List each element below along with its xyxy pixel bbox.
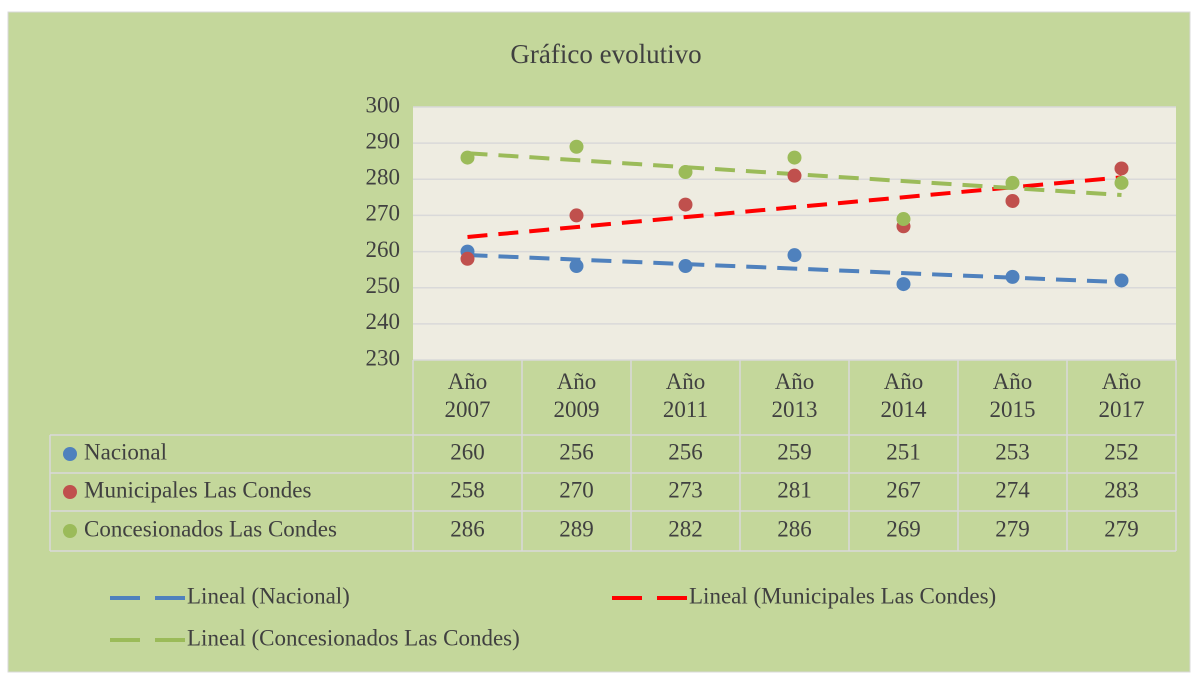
- legend-marker: [63, 524, 77, 538]
- legend-marker: [63, 485, 77, 499]
- marker: [1005, 193, 1020, 208]
- table-value: 273: [668, 477, 703, 502]
- chart-title: Gráfico evolutivo: [510, 39, 701, 69]
- table-value: 286: [450, 516, 485, 541]
- table-value: 286: [777, 516, 812, 541]
- table-value: 270: [559, 477, 594, 502]
- x-tick-label-box: Año 2014: [880, 369, 927, 422]
- marker: [569, 208, 584, 223]
- legend-label: Lineal (Municipales Las Condes): [689, 583, 996, 608]
- x-tick-label: Año 2015: [989, 369, 1036, 422]
- marker: [460, 150, 475, 165]
- x-tick-label-box: Año 2013: [771, 369, 818, 422]
- row-label: Municipales Las Condes: [84, 477, 311, 502]
- x-tick-label: Año 2009: [553, 369, 600, 422]
- y-tick-label: 270: [366, 201, 401, 226]
- marker: [569, 139, 584, 154]
- table-value: 256: [559, 439, 594, 464]
- y-tick-label: 300: [366, 92, 401, 117]
- x-tick-label: Año 2011: [662, 369, 709, 422]
- plot-area: [413, 107, 1176, 360]
- y-tick-label: 280: [366, 165, 401, 190]
- table-value: 252: [1104, 439, 1139, 464]
- row-label: Concesionados Las Condes: [84, 516, 337, 541]
- x-tick-label: Año 2013: [771, 369, 818, 422]
- marker: [1114, 175, 1129, 190]
- table-value: 253: [995, 439, 1030, 464]
- marker: [1114, 273, 1129, 288]
- marker: [678, 259, 693, 274]
- x-tick-label-box: Año 2007: [444, 369, 491, 422]
- x-tick-label-box: Año 2011: [662, 369, 709, 422]
- row-label: Nacional: [84, 439, 167, 464]
- table-value: 259: [777, 439, 812, 464]
- marker: [787, 150, 802, 165]
- marker: [1005, 269, 1020, 284]
- y-tick-label: 240: [366, 309, 401, 334]
- table-value: 281: [777, 477, 812, 502]
- x-tick-label-box: Año 2015: [989, 369, 1036, 422]
- y-tick-label: 290: [366, 128, 401, 153]
- table-value: 267: [886, 477, 921, 502]
- legend-label: Lineal (Nacional): [187, 583, 350, 608]
- legend-label: Lineal (Concesionados Las Condes): [187, 625, 520, 650]
- x-tick-label-box: Año 2009: [553, 369, 600, 422]
- x-tick-label: Año 2014: [880, 369, 927, 422]
- table-value: 282: [668, 516, 703, 541]
- marker: [1005, 175, 1020, 190]
- table-value: 251: [886, 439, 921, 464]
- table-value: 258: [450, 477, 485, 502]
- y-tick-label: 260: [366, 237, 401, 262]
- marker: [678, 165, 693, 180]
- marker: [678, 197, 693, 212]
- marker: [1114, 161, 1129, 176]
- table-value: 269: [886, 516, 921, 541]
- trendline: [467, 175, 1122, 239]
- y-tick-label: 250: [366, 273, 401, 298]
- legend-marker: [63, 447, 77, 461]
- y-tick-label: 230: [366, 345, 401, 370]
- marker: [896, 277, 911, 292]
- marker: [896, 212, 911, 227]
- x-tick-label: Año 2007: [444, 369, 491, 422]
- table-value: 256: [668, 439, 703, 464]
- table-value: 283: [1104, 477, 1139, 502]
- table-value: 279: [1104, 516, 1139, 541]
- table-value: 274: [995, 477, 1030, 502]
- table-value: 289: [559, 516, 594, 541]
- marker: [460, 251, 475, 266]
- x-tick-label-box: Año 2017: [1098, 369, 1145, 422]
- table-value: 279: [995, 516, 1030, 541]
- marker: [787, 248, 802, 263]
- table-value: 260: [450, 439, 485, 464]
- marker: [787, 168, 802, 183]
- x-tick-label: Año 2017: [1098, 369, 1145, 422]
- marker: [569, 259, 584, 274]
